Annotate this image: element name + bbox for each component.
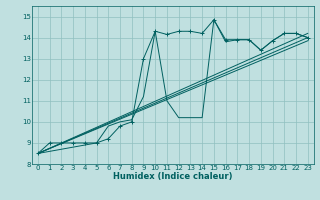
X-axis label: Humidex (Indice chaleur): Humidex (Indice chaleur) xyxy=(113,172,233,181)
